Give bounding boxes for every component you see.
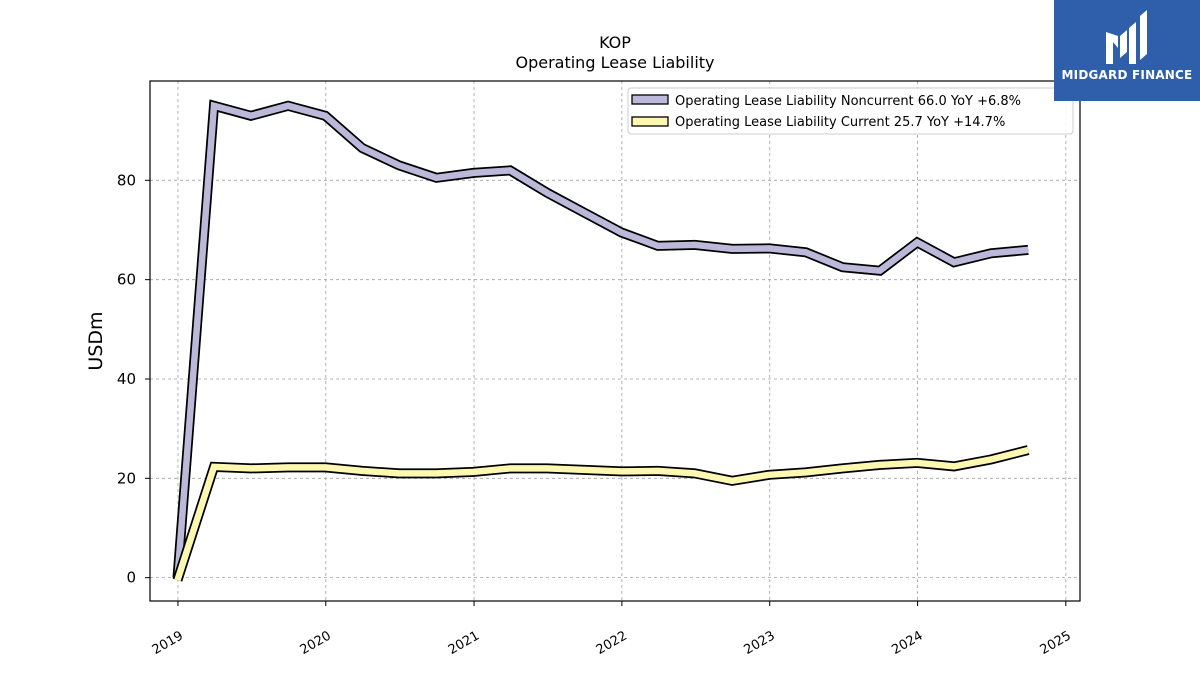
x-tick-label: 2020 [298, 628, 334, 658]
midgard-logo-icon [1106, 10, 1147, 64]
legend-label-current: Operating Lease Liability Current 25.7 Y… [675, 115, 1005, 130]
brand-logo: MIDGARD FINANCE [1054, 0, 1200, 101]
series-1-point [214, 466, 215, 467]
series-1-point [990, 459, 991, 460]
series-0-point [214, 105, 215, 106]
y-axis: 0 20 40 60 80 [117, 171, 150, 587]
series-line-1 [174, 446, 1030, 582]
y-tick-label: 0 [126, 569, 136, 587]
series-0-point [657, 245, 658, 246]
series-0-point [584, 212, 585, 213]
series-0-point [732, 248, 733, 249]
series-0-point [1028, 249, 1029, 250]
series-0-point [694, 244, 695, 245]
series-0-point [842, 267, 843, 268]
series-1-point [288, 467, 289, 468]
series-0-point [917, 242, 918, 243]
legend: Operating Lease Liability Noncurrent 66.… [627, 87, 1074, 135]
series-0-point [805, 252, 806, 253]
series-0-point [954, 262, 955, 263]
series-1-point [362, 470, 363, 471]
chart-subtitle: Operating Lease Liability [515, 53, 714, 72]
y-tick-label: 80 [117, 171, 136, 189]
series-1-point [621, 471, 622, 472]
series-line-0 [174, 101, 1029, 578]
series-0-point [399, 165, 400, 166]
y-tick-label: 60 [117, 271, 136, 289]
x-tick-label: 2022 [594, 628, 630, 658]
series-0-point [990, 253, 991, 254]
legend-swatch-current [631, 116, 669, 127]
brand-name: MIDGARD FINANCE [1061, 68, 1193, 82]
x-tick-label: 2024 [889, 628, 925, 658]
series-0-point [879, 270, 880, 271]
series-1-point [769, 474, 770, 475]
x-tick-label: 2025 [1038, 628, 1074, 658]
series-0-point [510, 170, 511, 171]
series-1-point [325, 467, 326, 468]
series-0-point [621, 232, 622, 233]
series-1-point [510, 468, 511, 469]
series-0-point [547, 192, 548, 193]
series-1-point [436, 473, 437, 474]
series-0-point [436, 177, 437, 178]
x-tick-label: 2019 [150, 628, 186, 658]
series-1-point [177, 580, 178, 581]
series-1-point [584, 469, 585, 470]
series-lines [172, 99, 1030, 582]
series-1-point [694, 473, 695, 474]
series-0-point [362, 148, 363, 149]
x-tick-label: 2023 [742, 628, 778, 658]
series-0-point [288, 105, 289, 106]
series-1-point [842, 468, 843, 469]
y-tick-label: 40 [117, 370, 136, 388]
series-0-point [325, 115, 326, 116]
legend-box [627, 87, 1074, 135]
plot-frame [149, 80, 1081, 602]
series-0-point [250, 115, 251, 116]
grid-lines [150, 81, 1080, 601]
series-1-point [250, 468, 251, 469]
series-outline-0 [172, 99, 1029, 579]
chart-title: KOP [599, 33, 631, 52]
series-1-point [1028, 450, 1029, 451]
series-1-point [879, 464, 880, 465]
series-1-point [547, 468, 548, 469]
series-1-point [399, 473, 400, 474]
x-axis: 2019 2020 2021 2022 2023 2024 2025 [150, 601, 1074, 658]
series-1-point [954, 466, 955, 467]
series-1-point [657, 470, 658, 471]
x-tick-label: 2021 [446, 628, 482, 658]
series-1-point [805, 472, 806, 473]
series-0-point [473, 172, 474, 173]
y-axis-label: USDm [85, 311, 107, 370]
series-0-point [769, 248, 770, 249]
legend-swatch-noncurrent [631, 94, 669, 105]
legend-label-noncurrent: Operating Lease Liability Noncurrent 66.… [675, 94, 1021, 109]
y-tick-label: 20 [117, 469, 136, 487]
series-1-point [917, 462, 918, 463]
series-1-point [473, 471, 474, 472]
series-1-point [732, 480, 733, 481]
